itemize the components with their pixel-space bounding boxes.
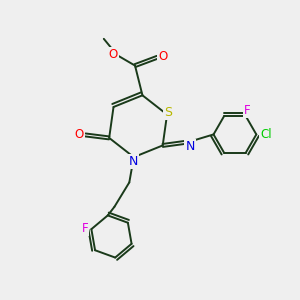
Text: F: F <box>82 222 88 235</box>
Text: F: F <box>244 104 250 117</box>
Text: O: O <box>158 50 167 63</box>
Text: N: N <box>128 155 138 168</box>
Text: S: S <box>164 106 172 119</box>
Text: Cl: Cl <box>260 128 272 141</box>
Text: O: O <box>75 128 84 140</box>
Text: O: O <box>109 47 118 61</box>
Text: N: N <box>185 140 195 153</box>
